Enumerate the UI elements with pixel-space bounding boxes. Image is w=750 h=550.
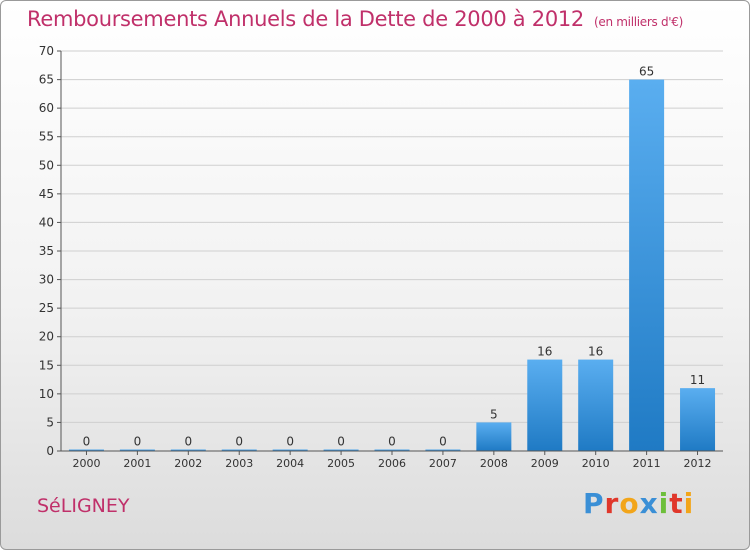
y-tick-label: 10 — [39, 387, 54, 401]
value-labels: 0 0 0 0 0 0 0 0 5 16 16 65 11 — [83, 65, 706, 449]
bar-value-label: 0 — [83, 435, 91, 449]
bar-value-label: 16 — [537, 345, 552, 359]
y-tick-label: 60 — [39, 101, 54, 115]
logo-letter: r — [604, 487, 620, 520]
logo-letter: o — [619, 487, 640, 520]
bar — [119, 449, 155, 451]
x-tick-label: 2002 — [174, 457, 202, 470]
axes — [60, 51, 723, 452]
bar-value-label: 0 — [337, 435, 345, 449]
x-tick-label: 2011 — [633, 457, 661, 470]
logo-letter: t — [669, 487, 684, 520]
x-tick-label: 2001 — [123, 457, 151, 470]
x-tick-label: 2009 — [531, 457, 559, 470]
chart-title: Remboursements Annuels de la Dette de 20… — [27, 7, 683, 31]
bar — [680, 388, 716, 451]
bar-value-label: 65 — [639, 65, 654, 79]
bar — [425, 449, 461, 451]
title-text: Remboursements Annuels de la Dette de 20… — [27, 7, 584, 31]
logo-letter: i — [683, 487, 695, 520]
x-tick-label: 2003 — [225, 457, 253, 470]
bar-value-label: 5 — [490, 407, 498, 421]
x-tick-label: 2006 — [378, 457, 406, 470]
y-tick-label: 65 — [39, 73, 54, 87]
logo-letter: i — [658, 487, 670, 520]
x-tick-label: 2005 — [327, 457, 355, 470]
grid-lines — [61, 50, 723, 452]
logo-letter: x — [639, 487, 659, 520]
y-tick-label: 20 — [39, 330, 54, 344]
bar-value-label: 0 — [235, 435, 243, 449]
unit-note: (en milliers d'€) — [594, 15, 684, 29]
bars — [68, 79, 716, 452]
y-tick-label: 45 — [39, 187, 54, 201]
bar-value-label: 0 — [134, 435, 142, 449]
y-tick-label: 55 — [39, 130, 54, 144]
y-tick-label: 50 — [39, 158, 54, 172]
bar-value-label: 0 — [388, 435, 396, 449]
y-tick-label: 5 — [46, 415, 54, 429]
bar-value-label: 0 — [439, 435, 447, 449]
x-tick-label: 2010 — [582, 457, 610, 470]
x-tick-label: 2004 — [276, 457, 304, 470]
x-tick-label: 2007 — [429, 457, 457, 470]
bar-value-label: 0 — [286, 435, 294, 449]
logo-letter: P — [583, 487, 605, 520]
y-tick-label: 70 — [39, 44, 54, 58]
bar — [578, 359, 614, 451]
bar-value-label: 16 — [588, 345, 603, 359]
bar-value-label: 0 — [184, 435, 192, 449]
x-tick-label: 2012 — [684, 457, 712, 470]
x-axis-ticks: 2000 2001 2002 2003 2004 2005 2006 2007 2008 2009… — [72, 451, 712, 470]
bar — [476, 422, 512, 451]
y-tick-label: 35 — [39, 244, 54, 258]
x-tick-label: 2008 — [480, 457, 508, 470]
y-tick-label: 25 — [39, 301, 54, 315]
proxiti-logo: Proxiti — [583, 487, 694, 520]
x-tick-label: 2000 — [72, 457, 100, 470]
y-tick-label: 40 — [39, 215, 54, 229]
y-tick-label: 0 — [46, 444, 54, 458]
bar-value-label: 11 — [690, 373, 705, 387]
bar — [68, 449, 104, 451]
y-tick-label: 15 — [39, 358, 54, 372]
bar — [629, 79, 665, 452]
bar — [170, 449, 206, 451]
commune-name: SéLIGNEY — [37, 495, 130, 517]
bar — [527, 359, 563, 451]
bar — [323, 449, 359, 451]
bar — [272, 449, 308, 451]
bar — [221, 449, 257, 451]
y-axis-ticks: 0 5 10 15 20 25 30 35 40 45 50 55 60 65 70 — [39, 44, 61, 458]
bar — [374, 449, 410, 451]
y-tick-label: 30 — [39, 273, 54, 287]
